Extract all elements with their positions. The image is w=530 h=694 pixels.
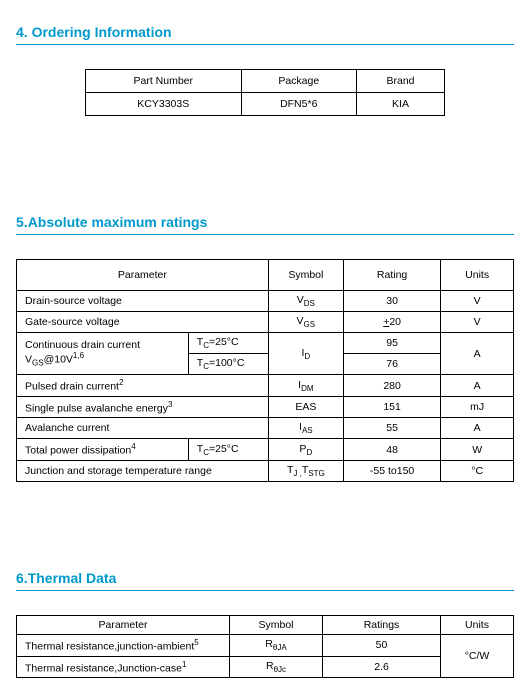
cell-symbol: ID bbox=[268, 333, 343, 375]
cell-rating: -55 to150 bbox=[343, 460, 440, 481]
section-num: 4. bbox=[16, 24, 28, 40]
table-header-row: Part Number Package Brand bbox=[86, 70, 445, 93]
cell-units: °C bbox=[441, 460, 514, 481]
col-header: Symbol bbox=[268, 260, 343, 291]
section-label: Absolute maximum ratings bbox=[28, 214, 208, 230]
cell-symbol: IAS bbox=[268, 418, 343, 439]
cell-param: Thermal resistance,junction-ambient5 bbox=[17, 635, 230, 657]
cell-rating: 280 bbox=[343, 375, 440, 397]
section-ordering-title: 4. Ordering Information bbox=[16, 24, 514, 40]
table-row: Thermal resistance,junction-ambient5 RθJ… bbox=[17, 635, 514, 657]
cell-units: V bbox=[441, 312, 514, 333]
cell-condition: TC=25°C bbox=[188, 333, 268, 354]
cell-units: °C/W bbox=[441, 635, 514, 678]
cell-rating: 30 bbox=[343, 291, 440, 312]
cell-symbol: VDS bbox=[268, 291, 343, 312]
cell-part-number: KCY3303S bbox=[86, 93, 242, 116]
table-row: Continuous drain current VGS@10V1,6 TC=2… bbox=[17, 333, 514, 354]
cell-units: W bbox=[441, 439, 514, 461]
table-row: Gate-source voltage VGS +20 V bbox=[17, 312, 514, 333]
cell-param: Single pulse avalanche energy3 bbox=[17, 396, 269, 418]
table-row: Drain-source voltage VDS 30 V bbox=[17, 291, 514, 312]
cell-rating: 76 bbox=[343, 354, 440, 375]
cell-symbol: IDM bbox=[268, 375, 343, 397]
col-header: Rating bbox=[343, 260, 440, 291]
col-header: Parameter bbox=[17, 260, 269, 291]
cell-rating: 95 bbox=[343, 333, 440, 354]
section-label: Thermal Data bbox=[28, 570, 117, 586]
ordering-table: Part Number Package Brand KCY3303S DFN5*… bbox=[85, 69, 445, 116]
cell-brand: KIA bbox=[357, 93, 445, 116]
cell-param: Drain-source voltage bbox=[17, 291, 269, 312]
section-num: 6. bbox=[16, 570, 28, 586]
cell-symbol: RθJA bbox=[230, 635, 323, 657]
col-header: Ratings bbox=[323, 616, 441, 635]
table-header-row: Parameter Symbol Rating Units bbox=[17, 260, 514, 291]
cell-param: Thermal resistance,Junction-case1 bbox=[17, 656, 230, 678]
col-header: Symbol bbox=[230, 616, 323, 635]
table-row: Avalanche current IAS 55 A bbox=[17, 418, 514, 439]
col-header: Package bbox=[241, 70, 357, 93]
cell-units: V bbox=[441, 291, 514, 312]
section-rule bbox=[16, 234, 514, 235]
cell-rating: 55 bbox=[343, 418, 440, 439]
cell-condition: TC=25°C bbox=[188, 439, 268, 461]
cell-param: Junction and storage temperature range bbox=[17, 460, 269, 481]
cell-symbol: PD bbox=[268, 439, 343, 461]
section-rule bbox=[16, 44, 514, 45]
cell-symbol: VGS bbox=[268, 312, 343, 333]
col-header: Parameter bbox=[17, 616, 230, 635]
cell-rating: 48 bbox=[343, 439, 440, 461]
section-label: Ordering Information bbox=[32, 24, 172, 40]
table-row: Pulsed drain current2 IDM 280 A bbox=[17, 375, 514, 397]
cell-units: mJ bbox=[441, 396, 514, 418]
cell-param: Total power dissipation4 bbox=[17, 439, 189, 461]
cell-condition: TC=100°C bbox=[188, 354, 268, 375]
table-row: Junction and storage temperature range T… bbox=[17, 460, 514, 481]
table-header-row: Parameter Symbol Ratings Units bbox=[17, 616, 514, 635]
cell-package: DFN5*6 bbox=[241, 93, 357, 116]
thermal-table: Parameter Symbol Ratings Units Thermal r… bbox=[16, 615, 514, 678]
cell-symbol: EAS bbox=[268, 396, 343, 418]
section-maxratings-title: 5.Absolute maximum ratings bbox=[16, 214, 514, 230]
table-row: Total power dissipation4 TC=25°C PD 48 W bbox=[17, 439, 514, 461]
cell-param: Pulsed drain current2 bbox=[17, 375, 269, 397]
cell-units: A bbox=[441, 333, 514, 375]
cell-param: Gate-source voltage bbox=[17, 312, 269, 333]
cell-rating: 2.6 bbox=[323, 656, 441, 678]
cell-rating: 151 bbox=[343, 396, 440, 418]
col-header: Brand bbox=[357, 70, 445, 93]
section-thermal-title: 6.Thermal Data bbox=[16, 570, 514, 586]
cell-param: Continuous drain current VGS@10V1,6 bbox=[17, 333, 189, 375]
section-num: 5. bbox=[16, 214, 28, 230]
cell-rating: +20 bbox=[343, 312, 440, 333]
cell-symbol: RθJc bbox=[230, 656, 323, 678]
section-rule bbox=[16, 590, 514, 591]
table-row: Thermal resistance,Junction-case1 RθJc 2… bbox=[17, 656, 514, 678]
cell-units: A bbox=[441, 375, 514, 397]
col-header: Part Number bbox=[86, 70, 242, 93]
table-row: Single pulse avalanche energy3 EAS 151 m… bbox=[17, 396, 514, 418]
col-header: Units bbox=[441, 616, 514, 635]
cell-rating: 50 bbox=[323, 635, 441, 657]
maxratings-table: Parameter Symbol Rating Units Drain-sour… bbox=[16, 259, 514, 482]
table-row: KCY3303S DFN5*6 KIA bbox=[86, 93, 445, 116]
cell-param: Avalanche current bbox=[17, 418, 269, 439]
cell-symbol: TJ ,TSTG bbox=[268, 460, 343, 481]
col-header: Units bbox=[441, 260, 514, 291]
cell-units: A bbox=[441, 418, 514, 439]
